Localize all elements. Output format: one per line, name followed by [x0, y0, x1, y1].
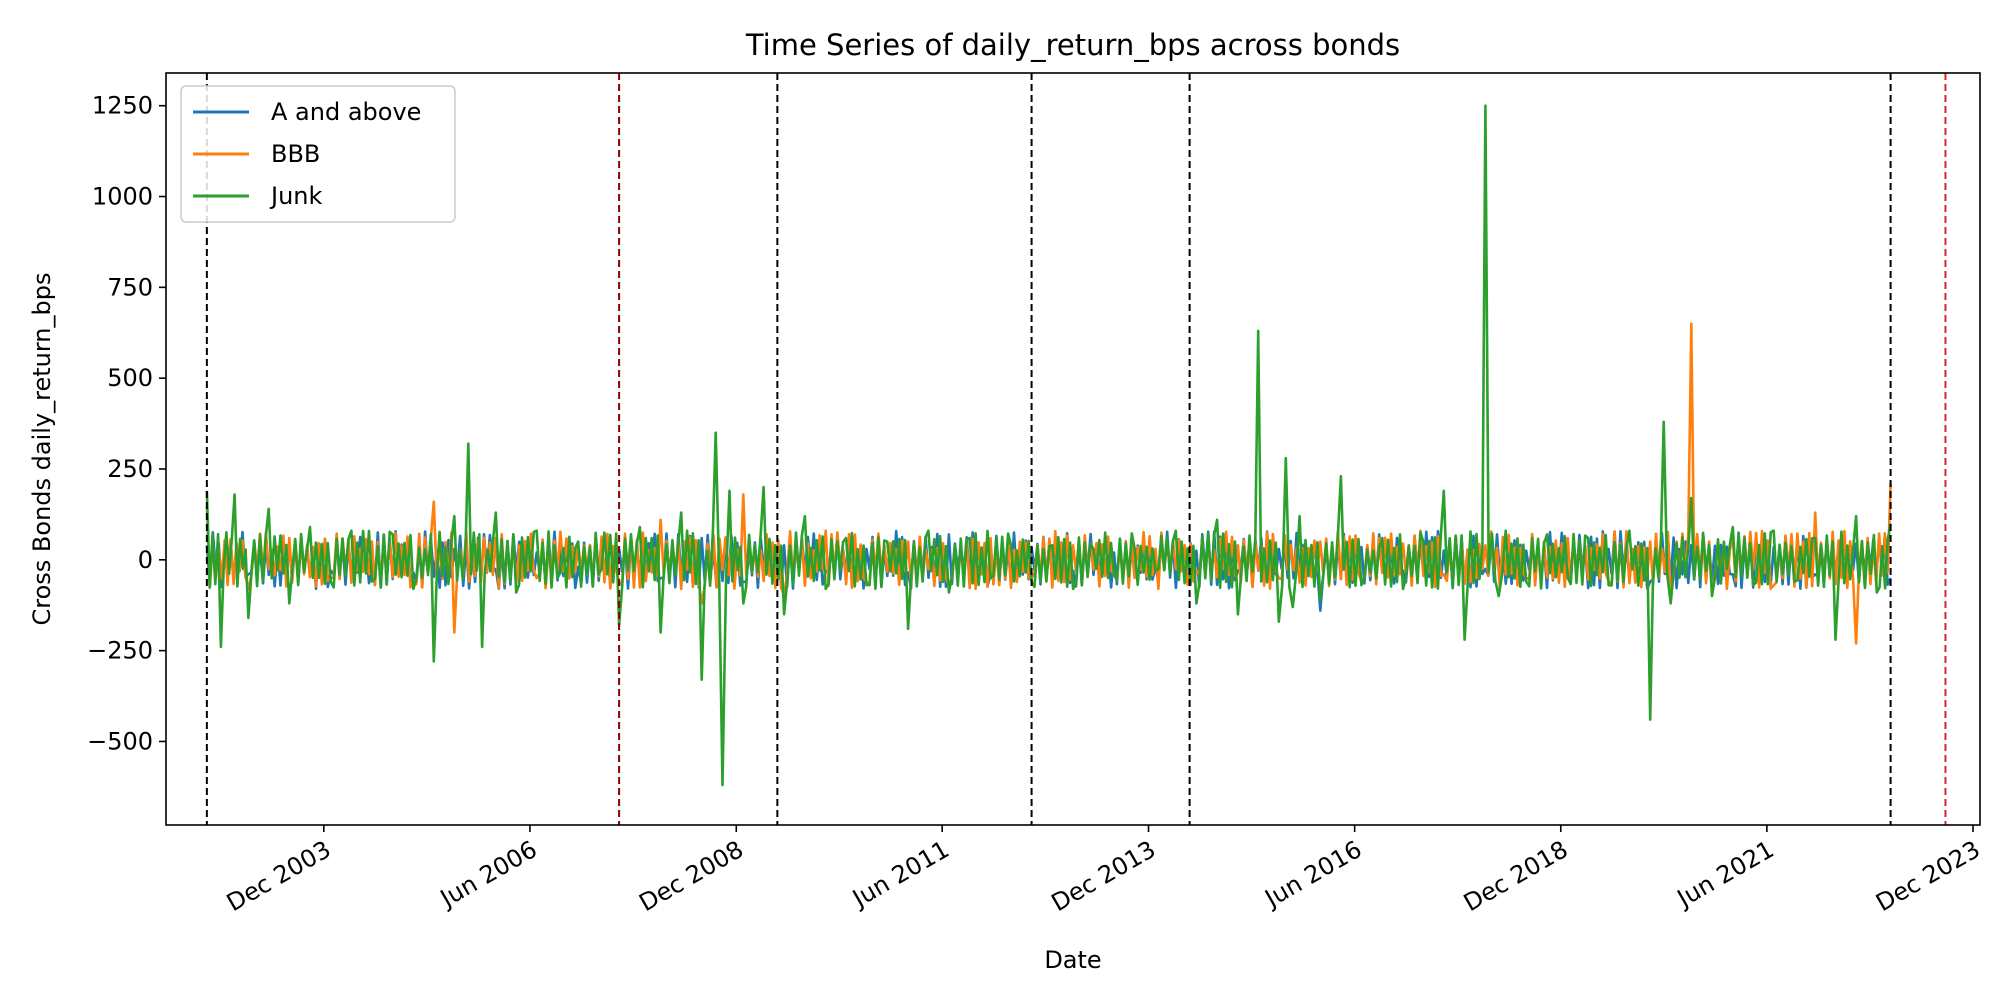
- series-layer: [205, 104, 1892, 787]
- x-axis: Dec 2003 Jun 2006 Dec 2008 Jun 2011 Dec 2013…: [222, 825, 1985, 917]
- plot-frame: [165, 72, 1981, 826]
- y-axis: 1250 1000 750 500 250 0 −250 −500: [87, 92, 166, 755]
- x-tick-label: Dec 2003: [222, 835, 336, 917]
- legend-label: A and above: [271, 98, 421, 126]
- y-tick-label: 500: [107, 364, 153, 392]
- legend-box: [180, 85, 456, 223]
- legend-label: BBB: [271, 140, 320, 168]
- y-tick-label: 750: [107, 273, 153, 301]
- y-tick-label: 1000: [92, 183, 153, 211]
- x-tick-label: Jun 2011: [846, 835, 954, 913]
- y-tick-label: 0: [138, 546, 153, 574]
- legend-label: Junk: [269, 182, 323, 210]
- x-tick-label: Jun 2006: [434, 835, 542, 913]
- chart-title: Time Series of daily_return_bps across b…: [745, 28, 1400, 62]
- y-tick-label: 250: [107, 455, 153, 483]
- series-line-junk: [205, 104, 1892, 787]
- series-line-bbb: [205, 322, 1892, 645]
- legend: A and above BBB Junk: [180, 85, 456, 223]
- x-tick-label: Dec 2023: [1871, 835, 1985, 917]
- x-tick-label: Dec 2013: [1047, 835, 1161, 917]
- y-tick-label: −500: [87, 727, 153, 755]
- x-tick-label: Jun 2016: [1259, 835, 1367, 913]
- x-tick-label: Dec 2008: [634, 835, 748, 917]
- x-tick-label: Dec 2018: [1459, 835, 1573, 917]
- y-tick-label: −250: [87, 637, 153, 665]
- x-axis-label: Date: [1044, 946, 1101, 974]
- y-tick-label: 1250: [92, 92, 153, 120]
- plot-area: [165, 72, 1981, 826]
- y-axis-label: Cross Bonds daily_return_bps: [28, 273, 56, 626]
- x-tick-label: Jun 2021: [1671, 835, 1779, 913]
